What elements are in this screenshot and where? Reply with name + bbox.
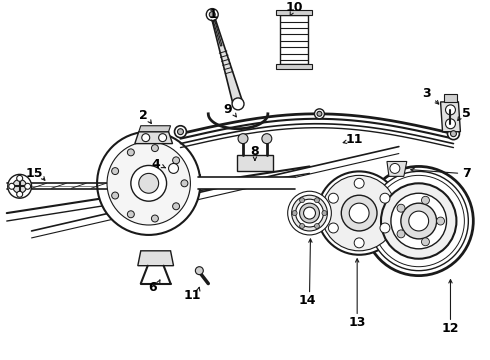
Circle shape — [288, 191, 331, 235]
Text: 10: 10 — [286, 1, 303, 14]
Circle shape — [8, 174, 31, 198]
Circle shape — [139, 174, 159, 193]
Polygon shape — [441, 102, 461, 132]
Circle shape — [127, 211, 134, 218]
Circle shape — [391, 193, 446, 249]
Circle shape — [315, 109, 324, 119]
Circle shape — [318, 171, 401, 255]
Circle shape — [17, 191, 23, 197]
Circle shape — [142, 134, 150, 141]
Text: 4: 4 — [151, 158, 160, 171]
Polygon shape — [198, 177, 294, 189]
Circle shape — [390, 163, 400, 174]
Circle shape — [380, 193, 390, 203]
Circle shape — [328, 193, 338, 203]
Polygon shape — [276, 64, 312, 69]
Circle shape — [380, 223, 390, 233]
Circle shape — [262, 134, 272, 144]
Circle shape — [409, 211, 429, 231]
Circle shape — [437, 217, 444, 225]
Polygon shape — [212, 14, 222, 46]
Polygon shape — [237, 154, 273, 171]
Circle shape — [112, 192, 119, 199]
Polygon shape — [139, 126, 171, 132]
Circle shape — [232, 98, 244, 110]
Circle shape — [292, 195, 327, 231]
Text: 9: 9 — [224, 103, 232, 116]
Circle shape — [151, 215, 158, 222]
Circle shape — [322, 211, 327, 216]
Text: 7: 7 — [462, 167, 471, 180]
Circle shape — [206, 9, 218, 21]
Circle shape — [421, 238, 429, 246]
Text: 5: 5 — [462, 107, 471, 120]
Circle shape — [299, 198, 305, 203]
Text: 11: 11 — [345, 133, 363, 146]
Circle shape — [315, 198, 319, 203]
Circle shape — [169, 163, 178, 174]
Circle shape — [13, 179, 26, 193]
Circle shape — [447, 128, 460, 140]
Circle shape — [421, 196, 429, 204]
Circle shape — [304, 207, 316, 219]
Text: 13: 13 — [348, 316, 366, 329]
Circle shape — [181, 180, 188, 187]
Circle shape — [196, 267, 203, 275]
Circle shape — [321, 175, 397, 251]
Circle shape — [107, 141, 191, 225]
Text: 11: 11 — [184, 289, 201, 302]
Circle shape — [17, 175, 23, 181]
Circle shape — [349, 203, 369, 223]
Circle shape — [315, 224, 319, 229]
Circle shape — [151, 145, 158, 152]
Circle shape — [328, 223, 338, 233]
Circle shape — [354, 178, 364, 188]
Circle shape — [131, 166, 167, 201]
Text: 6: 6 — [148, 281, 157, 294]
Polygon shape — [138, 251, 173, 266]
Text: 12: 12 — [441, 322, 459, 335]
Circle shape — [127, 149, 134, 156]
Text: 15: 15 — [26, 167, 43, 180]
Circle shape — [342, 195, 377, 231]
Circle shape — [397, 204, 405, 212]
Circle shape — [445, 105, 455, 115]
Circle shape — [373, 175, 465, 267]
Circle shape — [292, 211, 297, 216]
Polygon shape — [387, 162, 407, 176]
Circle shape — [354, 238, 364, 248]
Circle shape — [159, 134, 167, 141]
Circle shape — [299, 203, 319, 223]
Text: 14: 14 — [299, 294, 316, 307]
Polygon shape — [211, 14, 243, 105]
Text: 2: 2 — [139, 109, 148, 122]
Circle shape — [172, 203, 179, 210]
Circle shape — [177, 129, 183, 135]
Circle shape — [209, 12, 215, 18]
Polygon shape — [443, 94, 458, 102]
Text: 3: 3 — [422, 87, 431, 100]
Circle shape — [445, 119, 455, 129]
Circle shape — [174, 126, 186, 138]
Text: 8: 8 — [250, 145, 259, 158]
Polygon shape — [135, 132, 172, 144]
Circle shape — [381, 183, 456, 259]
Circle shape — [364, 166, 473, 276]
Circle shape — [450, 131, 456, 137]
Circle shape — [24, 183, 30, 189]
Circle shape — [112, 168, 119, 175]
Polygon shape — [280, 14, 308, 64]
Circle shape — [369, 171, 468, 271]
Circle shape — [397, 230, 405, 238]
Circle shape — [9, 183, 15, 189]
Circle shape — [238, 134, 248, 144]
Circle shape — [299, 224, 305, 229]
Circle shape — [317, 111, 322, 116]
Polygon shape — [276, 10, 312, 14]
Text: 1: 1 — [209, 8, 218, 21]
Circle shape — [401, 203, 437, 239]
Circle shape — [97, 132, 200, 235]
Circle shape — [172, 157, 179, 164]
Circle shape — [295, 199, 323, 227]
